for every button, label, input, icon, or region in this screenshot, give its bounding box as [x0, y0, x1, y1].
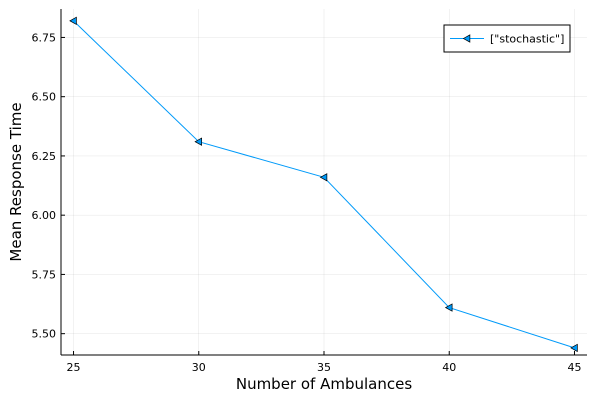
data-point — [444, 303, 453, 312]
legend-label: ["stochastic"] — [490, 33, 564, 46]
y-tick-label: 5.50 — [32, 328, 57, 341]
x-tick-label: 35 — [317, 361, 331, 374]
grid — [61, 9, 587, 355]
y-tick-label: 6.25 — [32, 150, 57, 163]
y-tick-label: 6.50 — [32, 91, 57, 104]
x-tick-label: 45 — [567, 361, 581, 374]
series — [69, 16, 578, 353]
y-axis-title: Mean Response Time — [7, 102, 25, 261]
ticks: 25 30 35 40 45 5.50 5.75 6.00 6.25 6.50 6.75 — [32, 31, 582, 374]
x-axis-title: Number of Ambulances — [236, 375, 412, 393]
data-point — [194, 137, 202, 146]
x-tick-label: 40 — [442, 361, 456, 374]
x-tick-label: 30 — [192, 361, 206, 374]
data-point — [570, 343, 578, 353]
data-point — [319, 173, 328, 182]
y-tick-label: 6.00 — [32, 209, 57, 222]
data-point — [69, 16, 77, 26]
legend-marker — [462, 34, 471, 43]
y-tick-label: 5.75 — [32, 268, 57, 281]
y-tick-label: 6.75 — [32, 31, 57, 44]
x-tick-label: 25 — [67, 361, 81, 374]
legend: ["stochastic"] — [443, 24, 571, 53]
